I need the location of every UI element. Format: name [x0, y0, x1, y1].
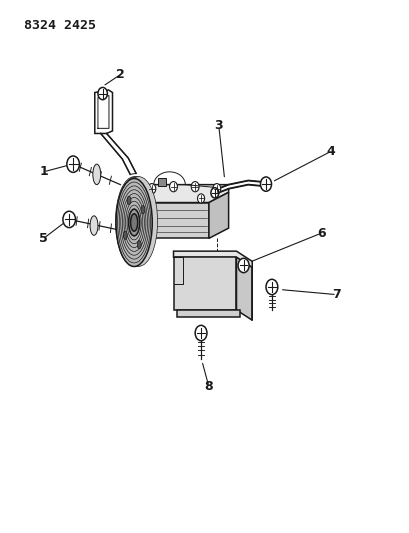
Circle shape: [122, 190, 130, 199]
Circle shape: [195, 325, 207, 341]
Ellipse shape: [123, 231, 127, 239]
Polygon shape: [157, 178, 165, 185]
Polygon shape: [212, 181, 263, 195]
Ellipse shape: [130, 214, 137, 231]
Polygon shape: [101, 133, 136, 174]
Text: 4: 4: [326, 145, 335, 158]
Circle shape: [98, 87, 107, 100]
Circle shape: [126, 187, 134, 197]
Polygon shape: [120, 184, 228, 203]
Text: 5: 5: [39, 232, 48, 245]
Circle shape: [238, 259, 249, 273]
Circle shape: [191, 182, 199, 192]
Ellipse shape: [137, 240, 141, 249]
Ellipse shape: [127, 196, 131, 205]
Ellipse shape: [120, 177, 157, 266]
Ellipse shape: [117, 177, 154, 266]
Ellipse shape: [141, 206, 145, 214]
Circle shape: [260, 177, 271, 191]
Ellipse shape: [115, 177, 153, 266]
Circle shape: [197, 194, 204, 203]
Circle shape: [169, 182, 177, 192]
Circle shape: [212, 183, 220, 194]
Polygon shape: [120, 203, 209, 238]
Circle shape: [63, 211, 75, 228]
Polygon shape: [209, 192, 228, 238]
Ellipse shape: [92, 164, 101, 184]
Text: 7: 7: [332, 288, 340, 301]
Text: 8324 2425: 8324 2425: [24, 19, 96, 31]
Ellipse shape: [128, 209, 139, 236]
Text: 3: 3: [214, 119, 222, 132]
Text: 2: 2: [116, 68, 124, 81]
Ellipse shape: [90, 216, 98, 235]
Ellipse shape: [116, 179, 152, 266]
Ellipse shape: [118, 177, 155, 266]
Text: 8: 8: [204, 380, 213, 393]
Circle shape: [265, 279, 277, 295]
Polygon shape: [94, 90, 112, 133]
Text: 6: 6: [316, 227, 325, 240]
Polygon shape: [173, 251, 252, 268]
Circle shape: [148, 183, 155, 194]
Polygon shape: [173, 257, 236, 310]
Text: 1: 1: [39, 165, 48, 179]
Polygon shape: [177, 310, 240, 317]
Circle shape: [210, 188, 218, 198]
Circle shape: [67, 156, 79, 172]
Polygon shape: [236, 257, 252, 320]
